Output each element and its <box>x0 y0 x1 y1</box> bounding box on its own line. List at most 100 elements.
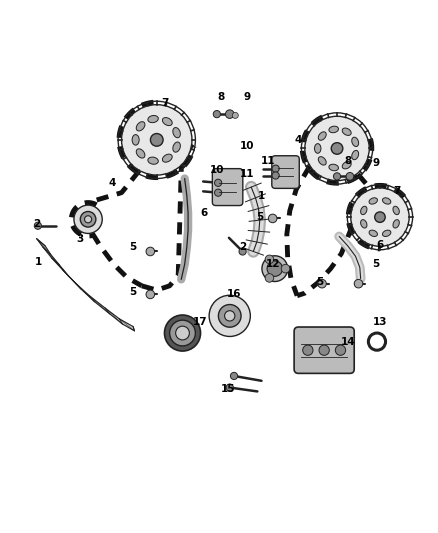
Ellipse shape <box>173 127 180 138</box>
Text: 6: 6 <box>376 240 384 250</box>
Text: 12: 12 <box>265 260 280 269</box>
Ellipse shape <box>162 118 172 126</box>
Text: 10: 10 <box>210 165 224 175</box>
Text: 5: 5 <box>372 260 379 269</box>
Text: 5: 5 <box>130 242 137 252</box>
Circle shape <box>319 345 329 356</box>
Text: 9: 9 <box>372 158 379 168</box>
Text: 13: 13 <box>373 317 387 327</box>
Circle shape <box>225 311 235 321</box>
Circle shape <box>331 143 343 154</box>
Ellipse shape <box>369 198 378 204</box>
Ellipse shape <box>162 154 172 162</box>
Text: 1: 1 <box>258 191 265 201</box>
Circle shape <box>303 345 313 356</box>
Ellipse shape <box>173 142 180 152</box>
Circle shape <box>305 116 369 181</box>
Text: 5: 5 <box>130 287 137 297</box>
Text: 2: 2 <box>239 242 246 252</box>
Circle shape <box>85 216 92 223</box>
Circle shape <box>354 279 363 288</box>
Circle shape <box>318 279 326 288</box>
Text: 5: 5 <box>256 212 263 222</box>
Ellipse shape <box>318 157 326 165</box>
Ellipse shape <box>136 149 145 158</box>
Text: 7: 7 <box>162 99 169 108</box>
Circle shape <box>165 315 201 351</box>
Circle shape <box>74 205 102 233</box>
Ellipse shape <box>148 116 158 123</box>
Text: 11: 11 <box>261 156 276 166</box>
Circle shape <box>351 188 409 246</box>
FancyBboxPatch shape <box>272 156 299 188</box>
Ellipse shape <box>360 220 367 228</box>
Circle shape <box>267 261 283 277</box>
Ellipse shape <box>136 122 145 131</box>
Circle shape <box>281 264 290 273</box>
Text: 15: 15 <box>220 384 235 394</box>
Ellipse shape <box>148 157 158 164</box>
Text: 10: 10 <box>240 141 254 151</box>
Text: 9: 9 <box>244 92 251 102</box>
Ellipse shape <box>329 164 339 171</box>
Text: 16: 16 <box>227 289 241 300</box>
Circle shape <box>219 304 241 327</box>
Circle shape <box>265 255 274 264</box>
FancyBboxPatch shape <box>212 168 243 206</box>
Ellipse shape <box>393 206 399 215</box>
Circle shape <box>232 112 238 118</box>
Circle shape <box>146 290 155 298</box>
Text: 4: 4 <box>295 135 302 145</box>
Circle shape <box>346 173 354 180</box>
Circle shape <box>272 172 279 179</box>
Circle shape <box>262 256 288 281</box>
Circle shape <box>122 104 192 175</box>
Circle shape <box>146 247 155 256</box>
Text: 2: 2 <box>33 219 40 229</box>
FancyBboxPatch shape <box>294 327 354 374</box>
Circle shape <box>80 212 96 227</box>
Text: 7: 7 <box>393 187 401 196</box>
Circle shape <box>265 273 274 282</box>
Ellipse shape <box>352 137 359 147</box>
Text: 4: 4 <box>108 178 115 188</box>
Circle shape <box>239 248 246 255</box>
Circle shape <box>375 212 385 222</box>
Text: 3: 3 <box>76 233 83 244</box>
Circle shape <box>230 373 238 379</box>
Ellipse shape <box>318 132 326 140</box>
Circle shape <box>272 165 279 172</box>
Ellipse shape <box>382 230 391 237</box>
Circle shape <box>336 345 346 356</box>
Text: 1: 1 <box>35 257 42 267</box>
Circle shape <box>215 189 222 196</box>
Circle shape <box>226 110 234 118</box>
Text: 14: 14 <box>340 337 355 346</box>
Text: 5: 5 <box>316 277 324 287</box>
Text: 6: 6 <box>200 208 208 218</box>
Ellipse shape <box>360 206 367 215</box>
Ellipse shape <box>352 150 359 160</box>
Circle shape <box>215 179 222 187</box>
Circle shape <box>209 295 251 336</box>
Text: 11: 11 <box>240 169 254 179</box>
Text: 17: 17 <box>192 317 207 327</box>
Ellipse shape <box>314 143 321 154</box>
Ellipse shape <box>342 161 351 169</box>
Ellipse shape <box>369 230 378 237</box>
Ellipse shape <box>342 128 351 135</box>
Ellipse shape <box>132 135 139 145</box>
Circle shape <box>333 173 341 180</box>
Text: 8: 8 <box>218 92 225 102</box>
Circle shape <box>268 214 277 223</box>
Circle shape <box>213 110 220 118</box>
Circle shape <box>176 326 189 340</box>
Ellipse shape <box>393 220 399 228</box>
Text: 8: 8 <box>344 156 351 166</box>
Ellipse shape <box>382 198 391 204</box>
Circle shape <box>150 134 163 146</box>
Polygon shape <box>36 239 134 331</box>
Circle shape <box>226 384 233 391</box>
Ellipse shape <box>329 126 339 133</box>
Circle shape <box>34 222 42 229</box>
